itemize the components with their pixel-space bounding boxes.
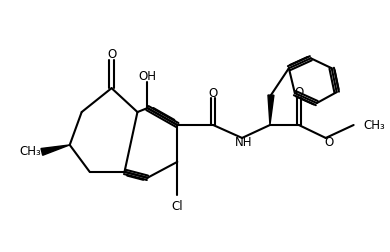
Text: CH₃: CH₃ (363, 118, 385, 132)
Text: Cl: Cl (172, 200, 183, 213)
Text: NH: NH (235, 136, 253, 149)
Polygon shape (268, 95, 274, 125)
Text: O: O (107, 48, 116, 61)
Text: O: O (209, 87, 218, 100)
Text: O: O (324, 136, 333, 149)
Text: CH₃: CH₃ (19, 145, 41, 159)
Text: OH: OH (138, 70, 156, 83)
Polygon shape (41, 145, 70, 155)
Text: O: O (294, 86, 303, 99)
